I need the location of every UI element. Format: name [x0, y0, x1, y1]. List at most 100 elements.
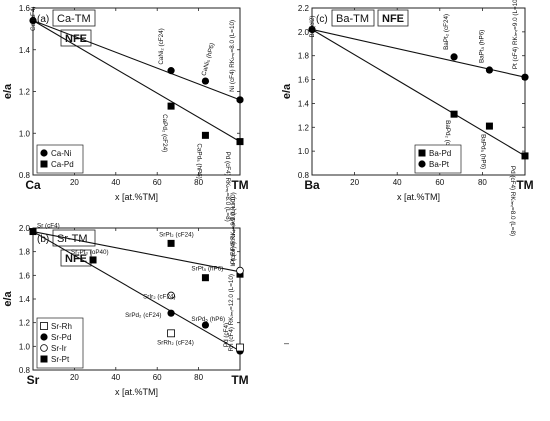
- x-axis-title: x [at.%TM]: [115, 387, 158, 397]
- fit-line: [32, 231, 241, 273]
- point-label: Pd (cF4): [223, 323, 230, 347]
- y-axis-title: e/a: [2, 83, 14, 99]
- point-label: Sr (cF4): [37, 223, 60, 230]
- y-tick-label: 2.2: [298, 4, 310, 13]
- x-end-label-left: Ca: [25, 178, 41, 192]
- panel-label: (c): [316, 14, 328, 25]
- y-tick-label: 1.2: [298, 123, 310, 132]
- nfe-badge: NFE: [65, 33, 87, 45]
- panel-sr-tm: 0.8 1.0 1.2 1.4 1.6 1.8 2.0 20 40 60 80 Sr TM x [at.%…: [2, 192, 249, 397]
- y-tick-label: 1.0: [19, 342, 31, 351]
- fit-line: [32, 20, 241, 143]
- data-point-sr-pd: [201, 321, 210, 329]
- nfe-badge: NFE: [65, 253, 87, 265]
- x-tick-label: 20: [70, 373, 79, 382]
- y-tick-label: 1.2: [19, 88, 31, 97]
- data-point-sr-ir: [167, 291, 175, 300]
- data-point-ca-pd: [167, 102, 175, 110]
- point-label: Ni (cF4) RKₗₘᵣ=8.0 (L=10): [229, 20, 236, 92]
- data-point-ba-pt: [485, 66, 494, 74]
- legend-label: Sr-Pt: [51, 355, 70, 364]
- legend-label: Ca-Ni: [51, 149, 72, 158]
- legend-marker: [40, 344, 48, 352]
- system-title: Ca-TM: [57, 13, 91, 25]
- x-tick-label: 40: [111, 178, 120, 187]
- point-label: SrPd₂ (cF24): [125, 312, 161, 319]
- legend-marker: [40, 355, 48, 363]
- panel-label: (a): [37, 14, 49, 25]
- x-tick-label: 80: [478, 178, 487, 187]
- data-point-ba-pt: [308, 25, 316, 34]
- data-point-sr-pt: [29, 228, 37, 236]
- data-point-ca-ni: [201, 77, 210, 85]
- data-point-ca-pd: [236, 138, 244, 146]
- y-tick-label: 1.4: [19, 46, 31, 55]
- legend-label: Sr-Rh: [51, 322, 72, 331]
- plot-frame: [311, 7, 526, 176]
- y-tick-label: 1.8: [298, 52, 310, 61]
- point-label: BaPd₅ (hP6): [479, 134, 486, 169]
- data-point-sr-pd: [167, 309, 175, 317]
- data-point-ba-pt: [450, 53, 458, 61]
- x-axis-title: x [at.%TM]: [397, 192, 440, 202]
- x-tick-label: 40: [393, 178, 402, 187]
- y-axis-title: e/a: [2, 290, 14, 306]
- point-label: BaPt₂ (cF24): [443, 14, 450, 50]
- x-axis-title: x [at.%TM]: [115, 192, 158, 202]
- y-tick-label: 2.0: [19, 224, 31, 233]
- data-point-sr-pt: [167, 239, 175, 247]
- x-tick-label: 60: [435, 178, 444, 187]
- data-point-ba-pt: [521, 73, 529, 81]
- fit-line: [32, 231, 241, 352]
- data-point-sr-rh: [167, 329, 175, 338]
- x-tick-label: 80: [194, 373, 203, 382]
- panel-label: (b): [37, 234, 49, 245]
- point-label: BaPt₅ (hP6): [478, 30, 485, 63]
- point-label: SrRh₂ (cF24): [157, 339, 194, 346]
- stray-dash-mark: –: [284, 338, 289, 348]
- data-point-sr-pt: [89, 256, 97, 264]
- y-tick-label: 1.0: [19, 129, 31, 138]
- legend-label: Ba-Pt: [429, 160, 450, 169]
- data-point-ba-pd: [485, 122, 493, 130]
- point-label: Pd (cF4) RKₗₘᵣ=8.0 (L=8): [509, 166, 516, 236]
- x-tick-label: 20: [70, 178, 79, 187]
- legend-label: Sr-Ir: [51, 344, 67, 353]
- data-point-sr-pt: [201, 274, 209, 282]
- point-label: Ca (cF4): [30, 7, 37, 32]
- point-label: Rh (cF4) RKₗₘᵣ=12.0 (L=10): [228, 274, 235, 352]
- legend-marker: [40, 333, 48, 341]
- nfe-badge: NFE: [382, 13, 404, 25]
- system-title: Ba-TM: [336, 13, 369, 25]
- y-tick-label: 1.4: [298, 99, 310, 108]
- x-tick-label: 60: [153, 373, 162, 382]
- legend-marker: [40, 149, 48, 157]
- point-label: CaPd₂ (cF24): [161, 114, 168, 152]
- point-label: SrPt₅ (hP6): [191, 266, 223, 273]
- point-label: CaNi₅ (hP6): [201, 42, 216, 76]
- point-label: Pd (cF4) RKₗₘᵣ=8.0 (L=8): [224, 152, 231, 222]
- x-end-label-left: Ba: [304, 178, 320, 192]
- fit-line: [311, 28, 526, 78]
- x-tick-label: 40: [111, 373, 120, 382]
- y-tick-label: 1.6: [19, 4, 31, 13]
- x-end-label-right: TM: [231, 373, 248, 387]
- legend-marker: [418, 149, 426, 157]
- data-point-ba-pd: [521, 152, 529, 160]
- point-label: Ir (cF4) RKₗₘᵣ=9.0 (L=10): [230, 197, 237, 267]
- data-point-ca-ni: [29, 16, 37, 25]
- y-tick-label: 0.8: [19, 171, 31, 180]
- system-box: [52, 9, 96, 27]
- fit-line: [32, 20, 241, 101]
- y-tick-label: 1.2: [19, 319, 31, 328]
- point-label: Pt (cF4) RKₗₘᵣ=9.0 (L=10): [230, 192, 237, 264]
- data-point-sr-rh: [236, 343, 244, 352]
- legend-label: Ca-Pd: [51, 160, 74, 169]
- data-point-ca-pd: [201, 131, 209, 139]
- y-tick-label: 1.8: [19, 248, 31, 257]
- y-tick-label: 1.0: [298, 147, 310, 156]
- data-point-ba-pd: [450, 110, 458, 118]
- y-tick-label: 0.8: [298, 171, 310, 180]
- point-label: BaPd₂ (cF24): [444, 120, 451, 158]
- point-label: SrIr₂ (cF24): [143, 293, 176, 300]
